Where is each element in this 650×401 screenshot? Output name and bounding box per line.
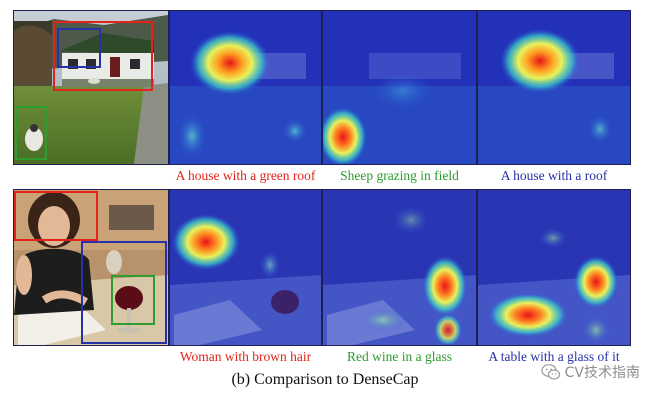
- caption-house-green-roof: A house with a green roof: [175, 168, 316, 183]
- heatmap-svg: [170, 11, 321, 164]
- house-scene: [14, 11, 168, 164]
- original-image-woman: [13, 189, 169, 346]
- heatmap-svg: [478, 190, 630, 345]
- watermark: CV技术指南: [541, 362, 640, 382]
- wechat-icon: [541, 364, 560, 380]
- heatmap-house-roof: [477, 10, 631, 165]
- woman-scene: [14, 190, 168, 345]
- caption-house-roof: A house with a roof: [500, 168, 608, 183]
- heatmap-table-with-glass: [477, 189, 631, 346]
- heatmap-woman-brown-hair: [169, 189, 322, 346]
- watermark-text: CV技术指南: [564, 365, 640, 381]
- heatmap-svg: [170, 190, 321, 345]
- caption-woman-brown-hair: Woman with brown hair: [179, 349, 312, 364]
- caption-sheep-grazing: Sheep grazing in field: [340, 168, 459, 183]
- original-image-house: [13, 10, 169, 165]
- caption-red-wine-glass: Red wine in a glass: [347, 349, 452, 364]
- figure-caption: (b) Comparison to DenseCap: [231, 371, 419, 388]
- caption-table-with-glass: A table with a glass of it: [488, 349, 620, 364]
- heatmap-svg: [323, 190, 476, 345]
- heatmap-svg: [323, 11, 476, 164]
- heatmap-red-wine-glass: [322, 189, 477, 346]
- heatmap-sheep-grazing: [322, 10, 477, 165]
- heatmap-house-green-roof: [169, 10, 322, 165]
- heatmap-svg: [478, 11, 630, 164]
